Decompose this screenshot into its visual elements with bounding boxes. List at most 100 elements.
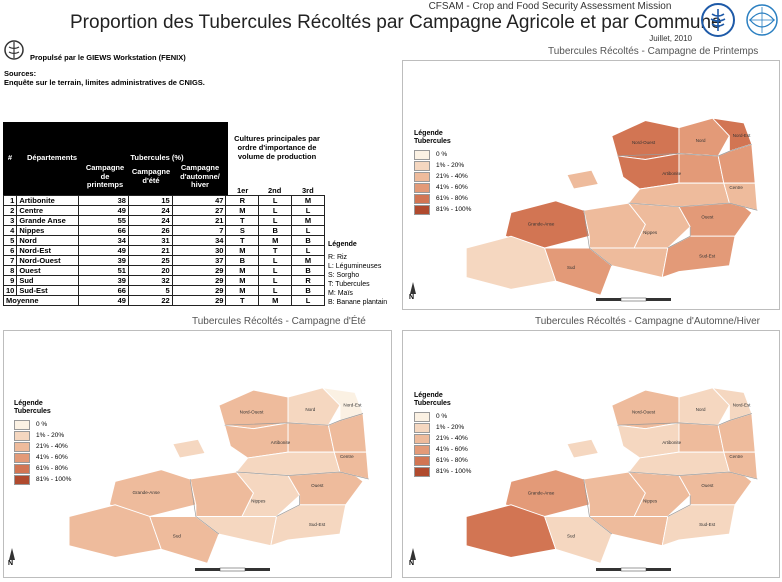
spring-value: 39 bbox=[78, 275, 129, 286]
legend-swatch bbox=[414, 171, 430, 182]
crop-second: B bbox=[258, 225, 293, 236]
commune-area bbox=[678, 422, 725, 453]
department-label: Grande-Anse bbox=[132, 490, 160, 495]
commune-area bbox=[543, 516, 613, 564]
department-boundary bbox=[583, 210, 613, 266]
legend-item: 61% - 80% bbox=[14, 463, 71, 474]
department-label: Nord-Est bbox=[733, 133, 751, 138]
legend-item: 21% - 40% bbox=[414, 171, 471, 182]
legend-swatch bbox=[414, 182, 430, 193]
department-boundary bbox=[276, 495, 300, 517]
summer-value: 24 bbox=[127, 205, 173, 216]
legend-item: 0 % bbox=[14, 419, 71, 430]
department-label: Nord-Est bbox=[343, 402, 362, 407]
department-label: Sud bbox=[173, 534, 182, 539]
row-number: 1 bbox=[2, 195, 18, 206]
commune-area bbox=[678, 117, 730, 157]
north-arrow-icon: N bbox=[409, 548, 416, 567]
crop-first: S bbox=[225, 225, 260, 236]
legend-label: 1% - 20% bbox=[436, 162, 465, 169]
legend-item: 41% - 60% bbox=[414, 444, 471, 455]
crop-second: L bbox=[258, 275, 293, 286]
spring-value: 66 bbox=[78, 285, 129, 296]
summer-value: 15 bbox=[127, 195, 173, 206]
legend-item: 0 % bbox=[414, 149, 471, 160]
commune-area bbox=[678, 387, 730, 426]
spring-value: 51 bbox=[78, 265, 129, 276]
haiti-country-shape: Nord-Ouest Nord Nord-Est Artibonite Centre Ou… bbox=[465, 117, 758, 296]
legend-item: 21% - 40% bbox=[14, 441, 71, 452]
crop-legend: Légende R: Riz L: Légumineuses S: Sorgho T:… bbox=[328, 240, 387, 307]
legend-label: 61% - 80% bbox=[436, 195, 468, 202]
crop-legend-item: L: Légumineuses bbox=[328, 263, 382, 270]
north-arrow-icon: N bbox=[8, 548, 15, 567]
crop-second: L bbox=[258, 265, 293, 276]
crop-legend-item: T: Tubercules bbox=[328, 281, 370, 288]
fao-logo-icon bbox=[701, 3, 735, 37]
spring-value: 38 bbox=[78, 195, 129, 206]
legend-swatch bbox=[414, 204, 430, 215]
commune-area bbox=[566, 169, 600, 190]
department-label: Artibonite bbox=[662, 440, 681, 445]
legend-label: 21% - 40% bbox=[436, 435, 468, 442]
commune-area bbox=[149, 516, 220, 564]
autumn-map-panel: Nord-Ouest Nord Nord-Est Artibonite Centre Ou… bbox=[402, 330, 780, 578]
commune-area bbox=[566, 438, 600, 459]
scale-bar-icon bbox=[596, 297, 671, 302]
average-row: Moyenne 49 22 29 T M L bbox=[2, 295, 325, 306]
col-num-header: # bbox=[7, 153, 13, 162]
col-spring-header: Campagne de printemps bbox=[85, 163, 125, 189]
legend-label: 61% - 80% bbox=[436, 457, 468, 464]
department-name: Nord bbox=[16, 235, 80, 246]
cultures-header: Cultures principales par ordre d'importa… bbox=[234, 134, 320, 161]
legend-swatch bbox=[414, 466, 430, 477]
row-number: 3 bbox=[2, 215, 18, 226]
average-label: Moyenne bbox=[2, 295, 80, 306]
spring-map: Nord-Ouest Nord Nord-Est Artibonite Centre Ou… bbox=[465, 117, 758, 296]
crop-third: B bbox=[291, 235, 325, 246]
department-label: Centre bbox=[729, 454, 743, 459]
autumn-value: 21 bbox=[171, 215, 227, 226]
department-boundary bbox=[189, 478, 220, 535]
summer-value: 20 bbox=[127, 265, 173, 276]
summer-value: 32 bbox=[127, 275, 173, 286]
department-boundary bbox=[667, 495, 691, 517]
legend-swatch bbox=[414, 160, 430, 171]
summer-value: 5 bbox=[127, 285, 173, 296]
commune-area bbox=[717, 143, 756, 184]
crop-second: L bbox=[258, 255, 293, 266]
row-number: 4 bbox=[2, 225, 18, 236]
north-label: N bbox=[409, 560, 415, 567]
legend-label: 0 % bbox=[36, 421, 48, 428]
department-label: Sud bbox=[567, 265, 575, 270]
summer-map-legend: Légende Tubercules 0 % 1% - 20% 21% - 40… bbox=[14, 400, 71, 485]
commune-area bbox=[287, 422, 335, 453]
table-header-band: # Départements Tubercules (%) Campagne de… bbox=[3, 122, 228, 195]
col-first-header: 1er bbox=[237, 186, 249, 195]
department-label: Nord bbox=[696, 138, 706, 143]
crop-first: M bbox=[225, 285, 260, 296]
department-boundary bbox=[667, 226, 691, 249]
department-boundary bbox=[617, 143, 752, 157]
wfp-logo-icon bbox=[746, 4, 778, 36]
table-row: 5 Nord 34 31 34 T M B bbox=[2, 235, 325, 246]
legend-swatch bbox=[14, 474, 30, 485]
legend-label: 41% - 60% bbox=[436, 184, 468, 191]
department-label: Nord-Ouest bbox=[632, 409, 656, 414]
haiti-country-shape: Nord-Ouest Nord Nord-Est Artibonite Centre Ou… bbox=[465, 387, 758, 564]
table-row: 1 Artibonite 38 15 47 R L M bbox=[2, 195, 325, 206]
legend-title: Légende bbox=[414, 392, 443, 399]
crop-first: R bbox=[225, 195, 260, 206]
legend-item: 61% - 80% bbox=[414, 455, 471, 466]
crop-third: B bbox=[291, 285, 325, 296]
crop-first: B bbox=[225, 255, 260, 266]
department-boundary bbox=[628, 471, 758, 480]
department-label: Nord bbox=[305, 407, 315, 412]
crop-third: L bbox=[291, 295, 325, 306]
commune-area bbox=[543, 247, 613, 296]
legend-subtitle: Tubercules bbox=[14, 408, 51, 415]
powered-by-text: Propulsé par le GIEWS Workstation (FENIX… bbox=[30, 53, 186, 62]
department-name: Centre bbox=[16, 205, 80, 216]
commune-area bbox=[172, 438, 206, 459]
department-name: Grande Anse bbox=[16, 215, 80, 226]
